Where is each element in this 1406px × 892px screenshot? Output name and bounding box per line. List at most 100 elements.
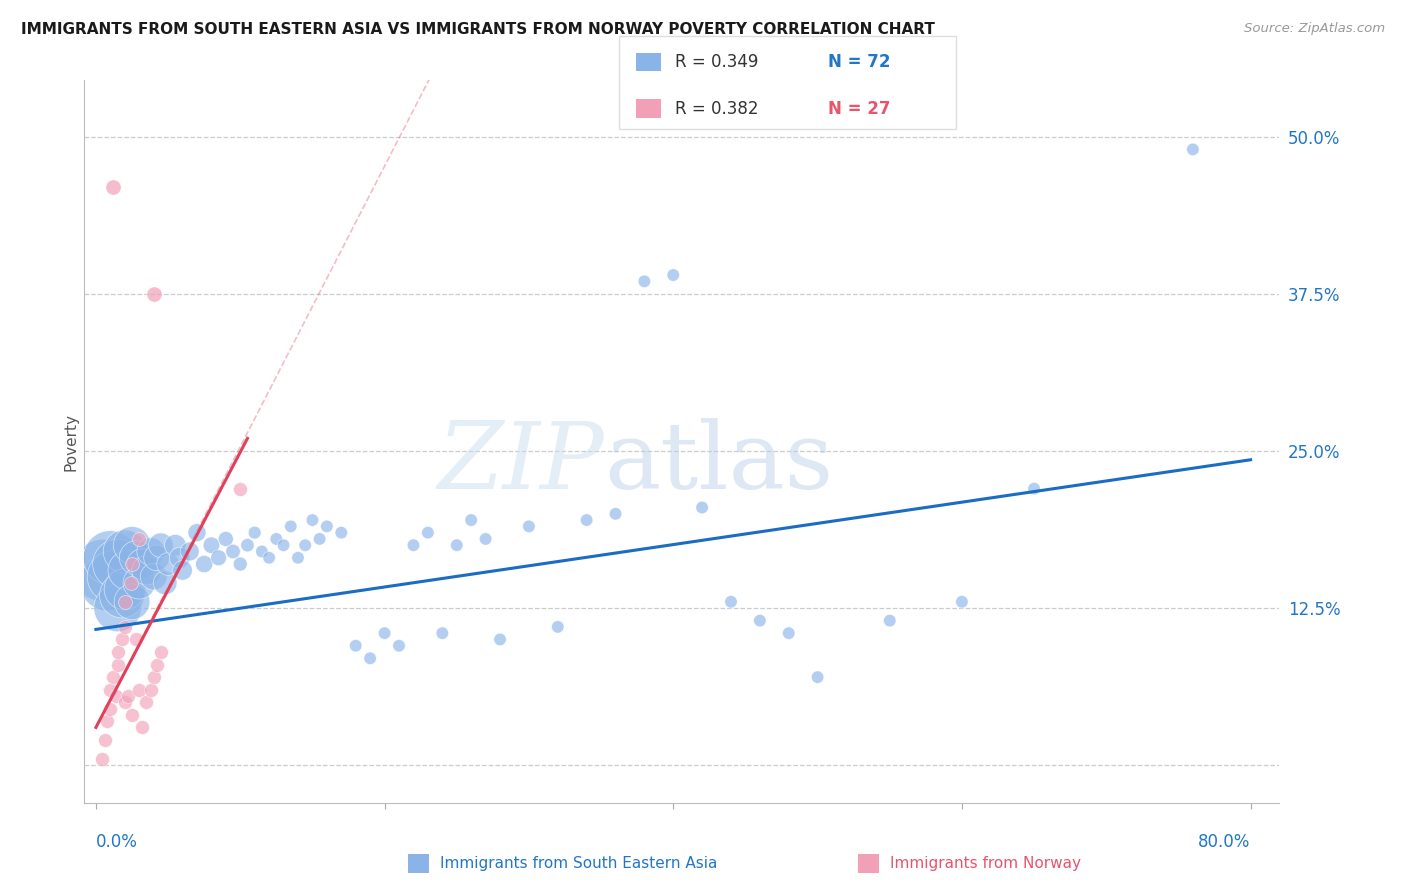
Point [145,550,167,565]
Text: Source: ZipAtlas.com: Source: ZipAtlas.com [1244,22,1385,36]
Point [169,550,191,565]
Point [121,557,143,571]
Point [98,701,121,715]
Point [149,645,172,659]
Point [720,595,742,609]
Point [128,682,150,697]
Point [131,557,153,571]
Point [114,544,136,558]
Point [114,620,136,634]
Point [111,632,134,647]
Y-axis label: Poverty: Poverty [63,412,79,471]
Point [193,557,215,571]
Point [229,557,252,571]
Point [125,550,148,565]
Point [93,733,115,747]
Point [446,538,468,552]
Point [575,513,598,527]
Point [200,538,222,552]
Text: ZIP: ZIP [437,418,605,508]
Point [662,268,685,282]
Point [460,513,482,527]
Point [344,639,367,653]
Point [125,632,148,647]
Point [149,538,172,552]
Point [107,557,129,571]
Point [128,532,150,546]
Point [157,557,180,571]
Point [107,601,129,615]
Text: 0.0%: 0.0% [96,833,138,851]
Point [633,274,655,288]
Point [287,550,309,565]
Point [806,670,828,684]
Point [229,482,252,496]
Point [432,626,454,640]
Point [117,689,139,703]
Text: N = 27: N = 27 [828,100,890,118]
Point [257,550,280,565]
Text: Immigrants from Norway: Immigrants from Norway [890,856,1081,871]
Point [547,620,569,634]
Point [91,563,114,577]
Point [186,525,208,540]
Point [121,707,143,722]
Point [105,689,128,703]
Point [103,569,125,583]
Point [121,595,143,609]
Point [179,544,201,558]
Point [374,626,396,640]
Point [121,538,143,552]
Point [330,525,353,540]
Point [280,519,302,533]
Point [207,550,229,565]
Point [135,695,157,709]
Point [98,550,121,565]
Text: R = 0.349: R = 0.349 [675,53,758,70]
Point [142,286,165,301]
Point [165,538,187,552]
Point [605,507,627,521]
Point [114,582,136,597]
Point [243,525,266,540]
Point [517,519,540,533]
Point [273,538,295,552]
Point [474,532,496,546]
Point [359,651,381,665]
Point [266,532,288,546]
Point [117,563,139,577]
Point [388,639,411,653]
Text: IMMIGRANTS FROM SOUTH EASTERN ASIA VS IMMIGRANTS FROM NORWAY POVERTY CORRELATION: IMMIGRANTS FROM SOUTH EASTERN ASIA VS IM… [21,22,935,37]
Point [107,657,129,672]
Text: R = 0.382: R = 0.382 [675,100,758,118]
Point [222,544,245,558]
Point [114,695,136,709]
Point [145,657,167,672]
Point [96,714,118,728]
Point [131,720,153,734]
Point [142,569,165,583]
Point [950,595,973,609]
Point [489,632,512,647]
Point [114,595,136,609]
Point [153,575,176,590]
Point [215,532,238,546]
Text: Immigrants from South Eastern Asia: Immigrants from South Eastern Asia [440,856,717,871]
Text: 80.0%: 80.0% [1198,833,1250,851]
Point [308,532,330,546]
Text: atlas: atlas [605,418,834,508]
Point [135,563,157,577]
Point [128,575,150,590]
Point [294,538,316,552]
Point [172,563,194,577]
Point [139,544,162,558]
Point [1181,142,1204,156]
Point [103,180,125,194]
Point [416,525,439,540]
Text: N = 72: N = 72 [828,53,890,70]
Point [778,626,800,640]
Point [139,682,162,697]
Point [315,519,337,533]
Point [250,544,273,558]
Point [96,575,118,590]
